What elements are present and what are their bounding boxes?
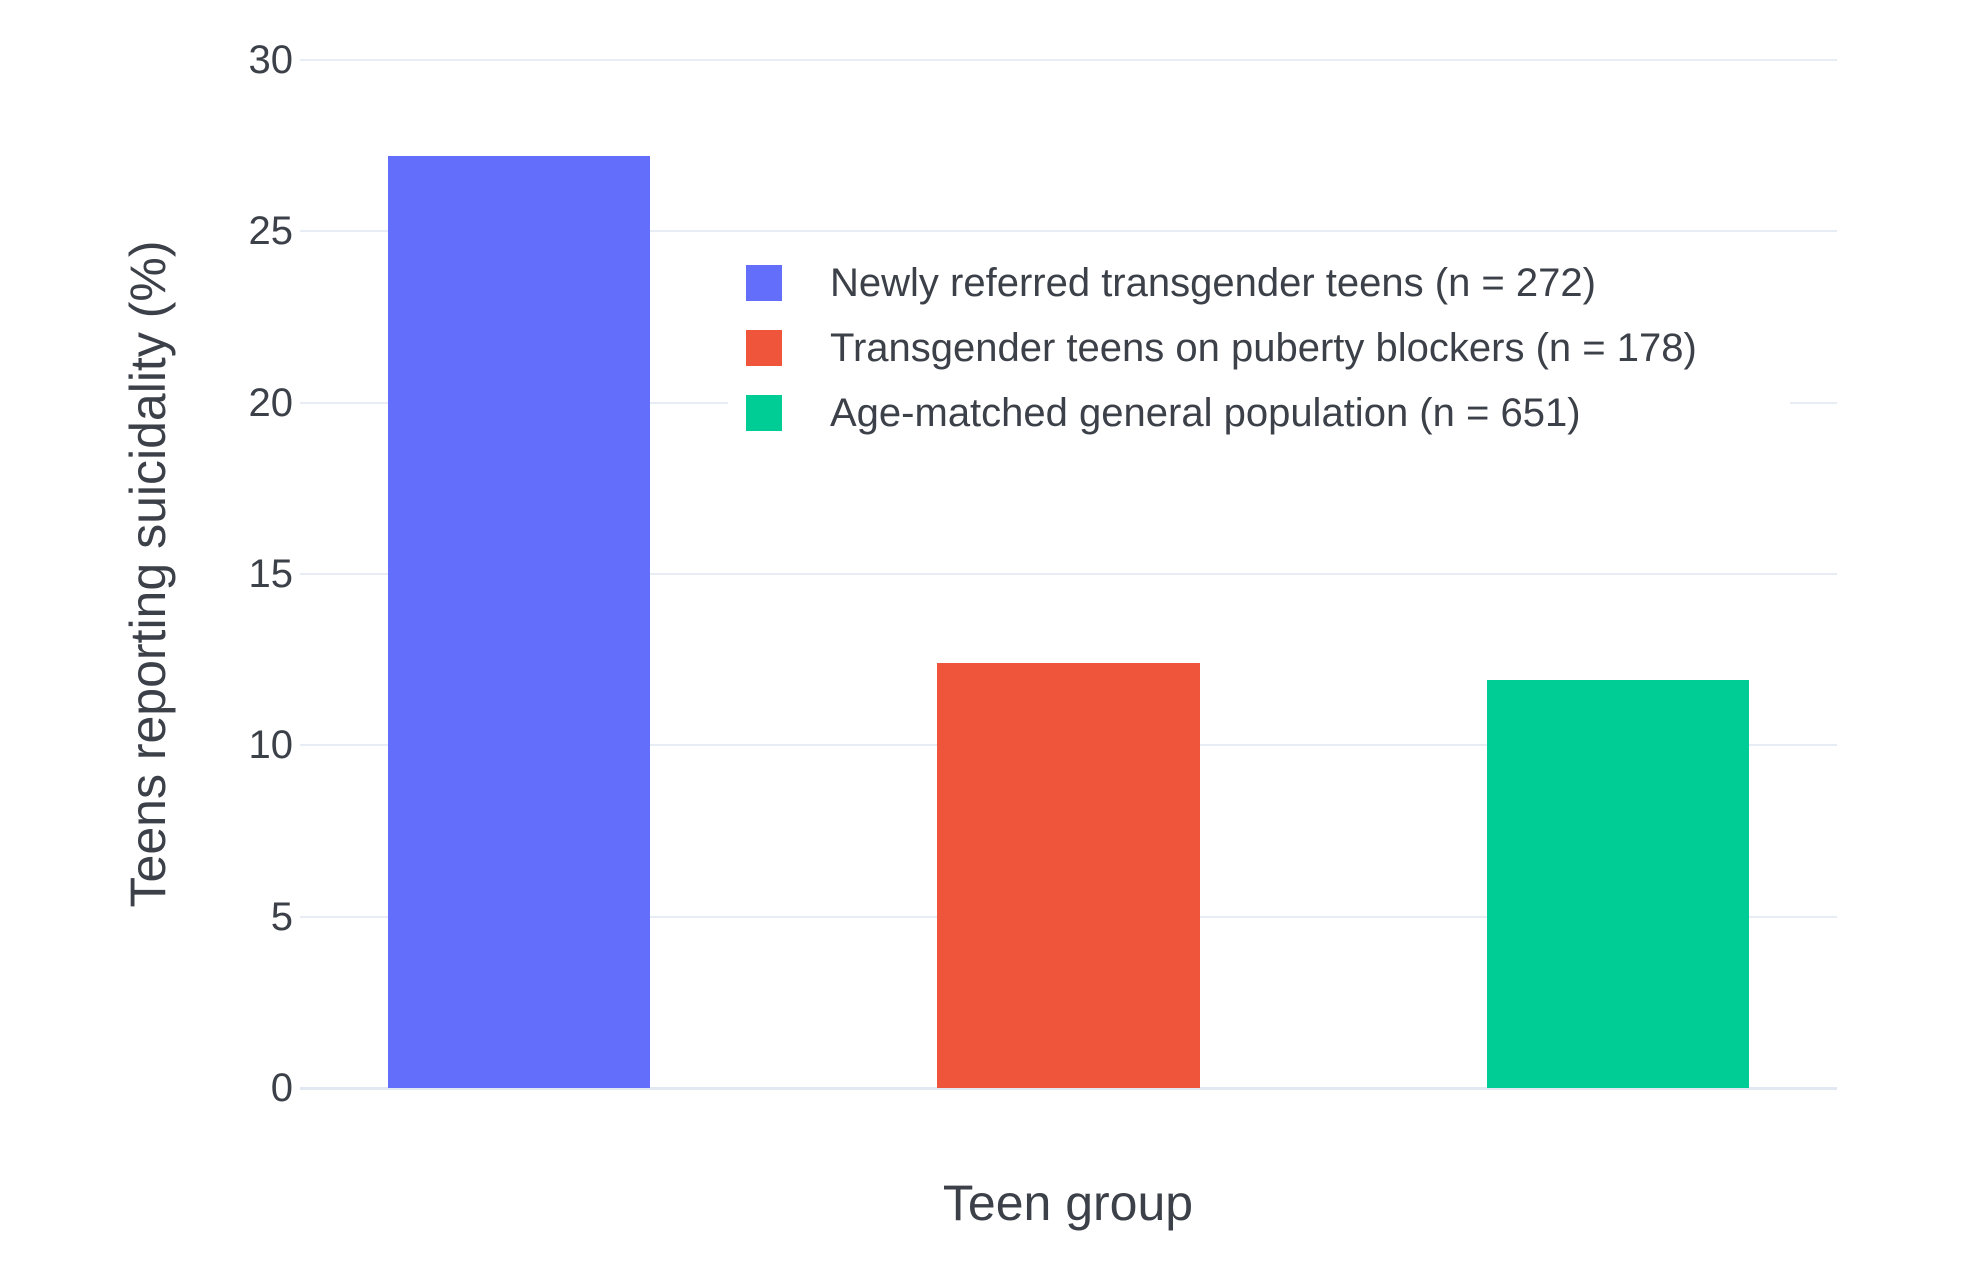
legend: Newly referred transgender teens (n = 27… (728, 247, 1790, 451)
x-axis-title: Teen group (942, 1175, 1194, 1231)
bar-0-value-27.2[interactable] (387, 155, 651, 1088)
y-tick-label-15: 15 (248, 552, 294, 596)
legend-label: Newly referred transgender teens (n = 27… (830, 261, 1596, 305)
legend-label: Age-matched general population (n = 651) (830, 391, 1581, 435)
bar-2-value-11.9[interactable] (1486, 680, 1749, 1088)
y-tick-label-0: 0 (270, 1066, 293, 1110)
gridline-15 (300, 573, 1837, 575)
y-tick-label-25: 25 (248, 209, 294, 254)
y-tick-label-20: 20 (248, 380, 294, 425)
y-tick-label-30: 30 (248, 38, 294, 82)
gridline-25 (300, 230, 1837, 233)
legend-swatch-icon (746, 330, 782, 366)
legend-item-2[interactable]: Age-matched general population (n = 651) (746, 391, 1770, 435)
gridline-30 (300, 59, 1837, 61)
legend-swatch-icon (746, 395, 782, 431)
legend-swatch-icon (746, 265, 782, 301)
bar-1-value-12.4[interactable] (937, 663, 1200, 1088)
y-axis-tick-labels: 0 5 10 15 20 25 30 (0, 38, 294, 1110)
legend-item-1[interactable]: Transgender teens on puberty blockers (n… (746, 326, 1770, 370)
zero-gridline (300, 1087, 1837, 1090)
y-tick-label-5: 5 (270, 894, 293, 939)
plot-area (300, 59, 1837, 1090)
legend-item-0[interactable]: Newly referred transgender teens (n = 27… (746, 261, 1770, 305)
legend-label: Transgender teens on puberty blockers (n… (830, 326, 1697, 370)
y-tick-label-10: 10 (248, 723, 294, 768)
